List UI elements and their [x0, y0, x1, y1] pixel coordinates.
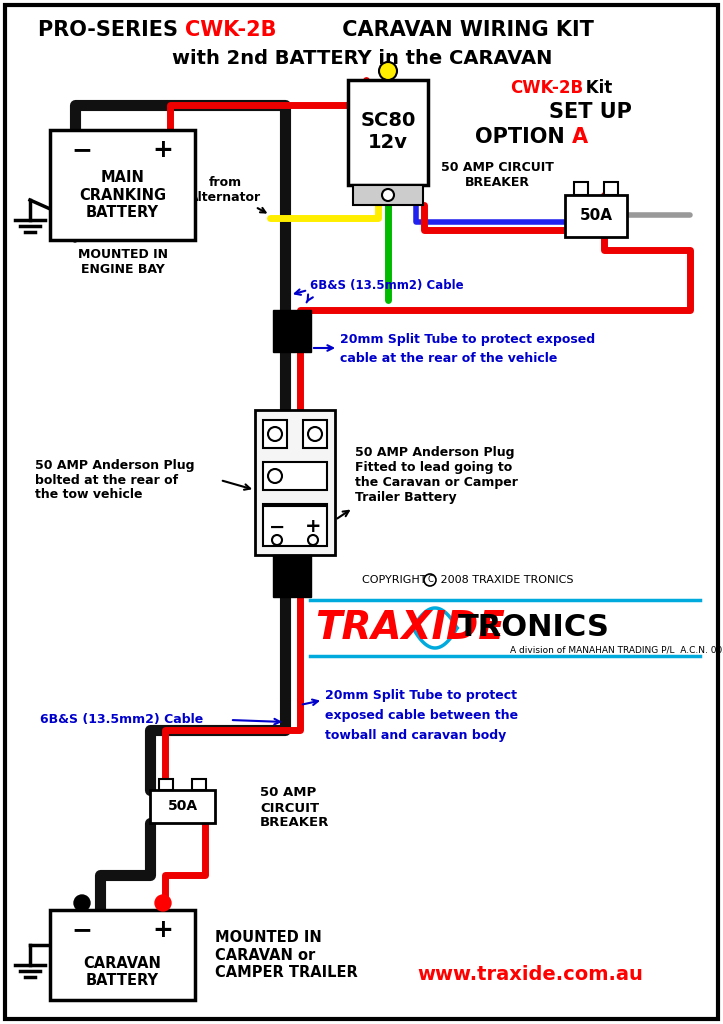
Bar	[348, 80, 428, 185]
Text: CWK-2B: CWK-2B	[185, 20, 276, 40]
Text: −: −	[72, 918, 93, 942]
Text: 20mm Split Tube to protect exposed: 20mm Split Tube to protect exposed	[340, 334, 595, 346]
Circle shape	[379, 62, 397, 80]
Text: MAIN
CRANKING
BATTERY: MAIN CRANKING BATTERY	[79, 170, 166, 220]
Text: 50 AMP
CIRCUIT
BREAKER: 50 AMP CIRCUIT BREAKER	[260, 786, 330, 829]
Text: C: C	[427, 575, 433, 585]
Text: from
Alternator: from Alternator	[189, 176, 265, 213]
Text: A: A	[572, 127, 588, 147]
Text: TRAXIDE: TRAXIDE	[315, 609, 505, 647]
Bar	[50, 910, 195, 1000]
Bar	[263, 506, 327, 546]
Text: +: +	[153, 138, 174, 162]
Bar	[604, 182, 618, 195]
Bar	[263, 420, 287, 449]
Bar	[159, 779, 173, 790]
Text: cable at the rear of the vehicle: cable at the rear of the vehicle	[340, 351, 557, 365]
Circle shape	[424, 574, 436, 586]
Bar	[273, 310, 311, 352]
Circle shape	[155, 895, 171, 911]
Circle shape	[308, 427, 322, 441]
Text: Kit: Kit	[580, 79, 612, 97]
Text: exposed cable between the: exposed cable between the	[325, 709, 518, 722]
Text: 6B&S (13.5mm2) Cable: 6B&S (13.5mm2) Cable	[310, 279, 463, 292]
Text: OPTION: OPTION	[475, 127, 572, 147]
Bar	[50, 130, 195, 240]
Text: +: +	[153, 918, 174, 942]
Text: 50 AMP Anderson Plug
bolted at the rear of
the tow vehicle: 50 AMP Anderson Plug bolted at the rear …	[35, 459, 194, 502]
Circle shape	[268, 469, 282, 483]
Text: 6B&S (13.5mm2) Cable: 6B&S (13.5mm2) Cable	[40, 714, 203, 726]
Circle shape	[272, 535, 282, 545]
Text: 50A: 50A	[580, 209, 612, 223]
Text: SET UP: SET UP	[549, 102, 631, 122]
Bar	[263, 462, 327, 490]
Text: CARAVAN
BATTERY: CARAVAN BATTERY	[84, 955, 161, 988]
Bar	[303, 420, 327, 449]
Text: www.traxide.com.au: www.traxide.com.au	[417, 966, 643, 984]
Text: COPYRIGHT: COPYRIGHT	[362, 575, 430, 585]
Text: −: −	[269, 517, 285, 537]
Circle shape	[382, 189, 394, 201]
Text: SC80
12v: SC80 12v	[360, 112, 416, 153]
Text: 20mm Split Tube to protect: 20mm Split Tube to protect	[325, 688, 517, 701]
Text: PRO-SERIES: PRO-SERIES	[38, 20, 185, 40]
Text: −: −	[72, 138, 93, 162]
Text: 50A: 50A	[168, 800, 197, 813]
Circle shape	[308, 535, 318, 545]
Bar	[273, 555, 311, 597]
Bar	[574, 182, 588, 195]
Bar	[353, 185, 423, 205]
Text: CWK-2B: CWK-2B	[510, 79, 583, 97]
Bar	[150, 790, 215, 823]
Text: MOUNTED IN
CARAVAN or
CAMPER TRAILER: MOUNTED IN CARAVAN or CAMPER TRAILER	[215, 930, 358, 980]
Text: towball and caravan body: towball and caravan body	[325, 728, 506, 741]
Text: +: +	[305, 517, 321, 537]
Bar	[565, 195, 627, 237]
Text: 2008 TRAXIDE TRONICS: 2008 TRAXIDE TRONICS	[437, 575, 573, 585]
Bar	[192, 779, 206, 790]
Circle shape	[74, 895, 90, 911]
Text: 50 AMP Anderson Plug
Fitted to lead going to
the Caravan or Camper
Trailer Batte: 50 AMP Anderson Plug Fitted to lead goin…	[355, 446, 518, 504]
Circle shape	[268, 427, 282, 441]
Text: TRONICS: TRONICS	[458, 613, 610, 642]
Bar	[255, 410, 335, 555]
Text: A division of MANAHAN TRADING P/L  A.C.N. 002 883 981: A division of MANAHAN TRADING P/L A.C.N.…	[510, 645, 723, 654]
Text: MOUNTED IN
ENGINE BAY: MOUNTED IN ENGINE BAY	[77, 248, 168, 276]
Text: CARAVAN WIRING KIT: CARAVAN WIRING KIT	[335, 20, 594, 40]
Text: 50 AMP CIRCUIT
BREAKER: 50 AMP CIRCUIT BREAKER	[440, 161, 553, 189]
Text: with 2nd BATTERY in the CARAVAN: with 2nd BATTERY in the CARAVAN	[172, 48, 552, 68]
